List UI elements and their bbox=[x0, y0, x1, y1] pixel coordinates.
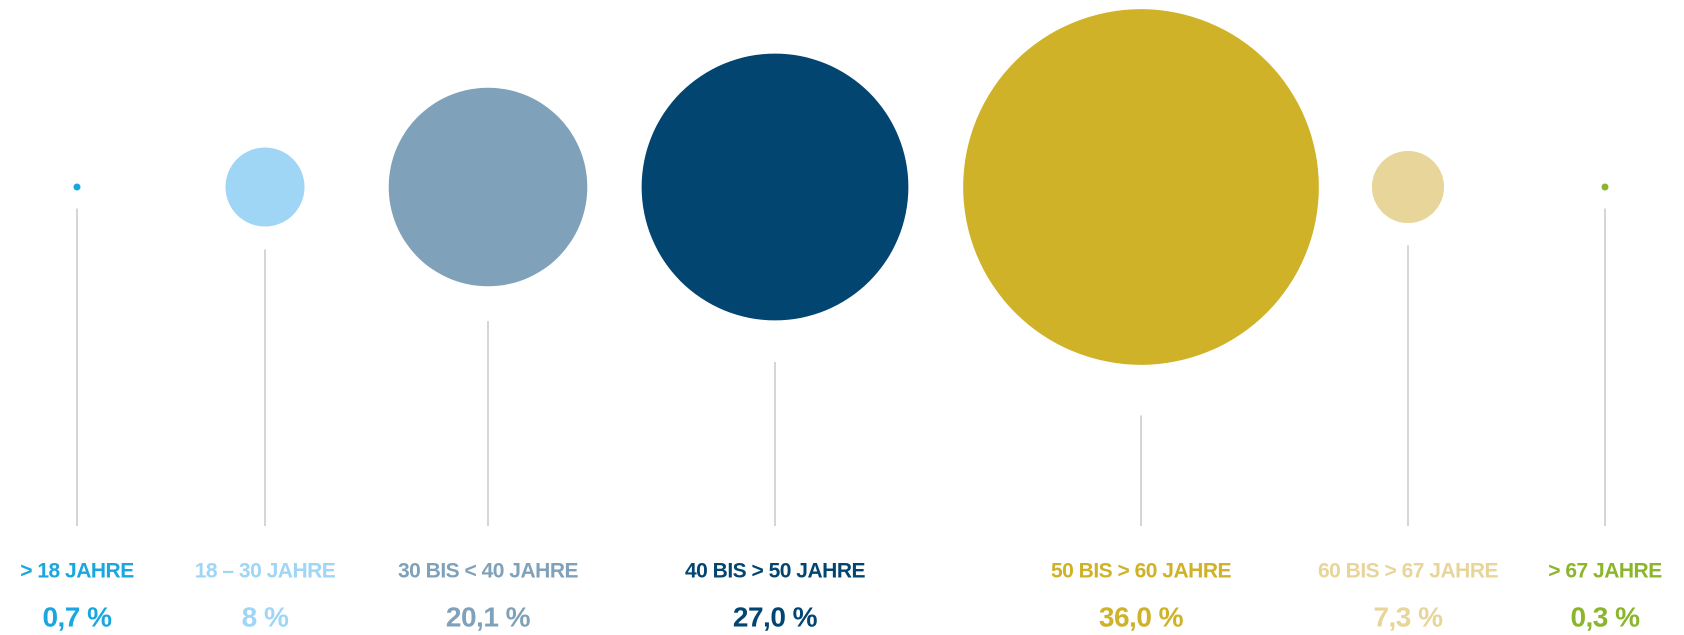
bubble bbox=[388, 87, 588, 287]
category-label: 30 BIS < 40 JAHRE bbox=[398, 560, 579, 583]
bubble bbox=[1601, 183, 1609, 191]
value-label: 7,3 % bbox=[1373, 601, 1443, 632]
bubble bbox=[73, 183, 81, 191]
category-label: 60 BIS > 67 JAHRE bbox=[1318, 560, 1499, 583]
category-label: > 67 JAHRE bbox=[1548, 560, 1662, 583]
value-label: 8 % bbox=[242, 601, 289, 632]
value-label: 36,0 % bbox=[1099, 601, 1184, 632]
value-label: 27,0 % bbox=[733, 601, 818, 632]
category-label: 40 BIS > 50 JAHRE bbox=[685, 560, 866, 583]
value-label: 0,7 % bbox=[42, 601, 112, 632]
value-label: 0,3 % bbox=[1570, 601, 1640, 632]
category-label: 18 – 30 JAHRE bbox=[195, 560, 336, 583]
category-label: > 18 JAHRE bbox=[20, 560, 134, 583]
bubble bbox=[1371, 150, 1445, 224]
category-label: 50 BIS > 60 JAHRE bbox=[1051, 560, 1232, 583]
bubble bbox=[641, 53, 909, 321]
value-label: 20,1 % bbox=[446, 601, 531, 632]
bubble bbox=[225, 147, 305, 227]
bubble bbox=[963, 9, 1319, 365]
